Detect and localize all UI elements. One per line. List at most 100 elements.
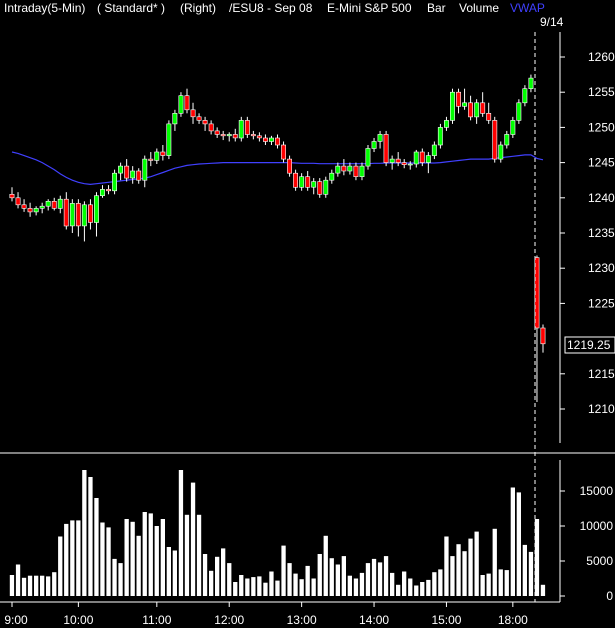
candle xyxy=(486,102,492,124)
time-tick-label: 10:00 xyxy=(63,613,93,627)
volume-bar xyxy=(534,519,540,596)
volume-bar xyxy=(528,551,534,596)
time-axis[interactable]: 9:00 10:00 11:00 12:00 13:00 14:00 15:00 18:00 xyxy=(4,602,528,627)
candle xyxy=(443,116,449,131)
down-candle-body xyxy=(184,95,190,111)
time-tick-label: 13:00 xyxy=(287,613,317,627)
up-candle-body xyxy=(142,158,148,181)
candle xyxy=(33,206,39,216)
down-candle-body xyxy=(317,181,323,195)
volume-axis[interactable]: 15000 10000 5000 0 xyxy=(560,484,613,603)
up-candle-body xyxy=(335,165,341,174)
up-candle-body xyxy=(407,163,413,166)
header-study[interactable]: Intraday(5-Min) xyxy=(4,1,85,15)
price-tick-label: 1230 xyxy=(588,261,615,275)
candle xyxy=(401,159,407,169)
header-style[interactable]: ( Standard* ) xyxy=(97,1,165,15)
volume-bar xyxy=(100,522,105,596)
up-candle-body xyxy=(359,165,365,178)
volume-bar xyxy=(474,531,479,596)
price-tick-label: 1260 xyxy=(588,50,615,64)
down-candle-body xyxy=(15,197,21,206)
volume-bar xyxy=(251,577,256,596)
volume-bar xyxy=(112,558,117,596)
down-candle-body xyxy=(244,120,250,135)
up-candle-body xyxy=(522,88,528,104)
volume-bar xyxy=(118,563,123,596)
down-candle-body xyxy=(456,91,461,107)
volume-bar xyxy=(287,563,292,596)
up-candle-body xyxy=(130,170,136,179)
candle xyxy=(389,155,395,170)
up-candle-body xyxy=(510,120,516,135)
volume-tick-label: 15000 xyxy=(580,484,614,498)
up-candle-body xyxy=(377,134,383,142)
header-vwap-label[interactable]: VWAP xyxy=(510,1,545,15)
volume-bar xyxy=(221,548,226,596)
volume-tick-label: 5000 xyxy=(586,554,613,568)
candle xyxy=(480,92,486,117)
volume-bar xyxy=(359,572,365,596)
down-candle-body xyxy=(305,176,311,188)
down-candle-body xyxy=(353,165,359,178)
candle xyxy=(100,185,105,198)
price-axis[interactable]: 1260 1255 1250 1245 1240 1235 1230 1225 1215 1210 xyxy=(560,50,615,416)
down-candle-body xyxy=(486,113,492,121)
down-candle-body xyxy=(88,204,93,223)
volume-bar xyxy=(15,564,21,596)
candle xyxy=(540,324,546,353)
candle xyxy=(437,123,443,149)
candle xyxy=(425,152,431,174)
volume-bar xyxy=(305,565,310,596)
candle xyxy=(15,192,21,209)
up-candle-body xyxy=(166,123,172,156)
candle xyxy=(94,192,99,237)
volume-bar xyxy=(130,521,135,596)
header-volume-label[interactable]: Volume xyxy=(459,1,499,15)
volume-bar xyxy=(148,513,153,596)
down-candle-body xyxy=(401,162,407,166)
down-candle-body xyxy=(293,172,298,188)
candle xyxy=(136,168,142,184)
candle xyxy=(468,95,473,121)
down-candle-body xyxy=(51,201,57,209)
header-symbol[interactable]: /ESU8 - Sep 08 xyxy=(229,1,313,15)
candle xyxy=(9,187,15,202)
volume-bar xyxy=(492,528,497,596)
down-candle-body xyxy=(196,116,202,121)
up-candle-body xyxy=(311,181,317,188)
up-candle-body xyxy=(449,91,455,121)
volume-bar xyxy=(450,556,455,596)
candle xyxy=(516,99,522,124)
down-candle-body xyxy=(287,158,292,174)
candle xyxy=(172,109,178,131)
volume-bar xyxy=(257,576,262,596)
volume-bar xyxy=(142,512,147,596)
volume-bar xyxy=(329,558,334,596)
time-tick-label: 9:00 xyxy=(4,613,28,627)
volume-bar xyxy=(504,570,509,596)
candle xyxy=(528,74,534,93)
candle xyxy=(21,199,27,212)
volume-bar xyxy=(239,575,244,596)
up-candle-body xyxy=(528,77,534,89)
candle xyxy=(329,169,335,184)
down-candle-body xyxy=(540,327,546,345)
candle xyxy=(462,88,467,110)
volume-bar xyxy=(88,477,93,596)
volume-bar xyxy=(396,584,401,596)
volume-bar xyxy=(46,576,51,596)
volume-bar xyxy=(293,573,298,596)
volume-bar xyxy=(136,535,141,596)
down-candle-body xyxy=(492,120,498,160)
candle xyxy=(262,134,268,145)
volume-bar xyxy=(426,579,431,596)
volume-bar xyxy=(444,536,449,596)
down-candle-body xyxy=(63,198,69,227)
candle xyxy=(63,192,69,230)
header-bar-label[interactable]: Bar xyxy=(427,1,446,15)
header-axis[interactable]: (Right) xyxy=(180,1,216,15)
header-name: E-Mini S&P 500 xyxy=(327,1,412,15)
volume-bar xyxy=(414,585,419,596)
up-candle-body xyxy=(45,201,51,207)
